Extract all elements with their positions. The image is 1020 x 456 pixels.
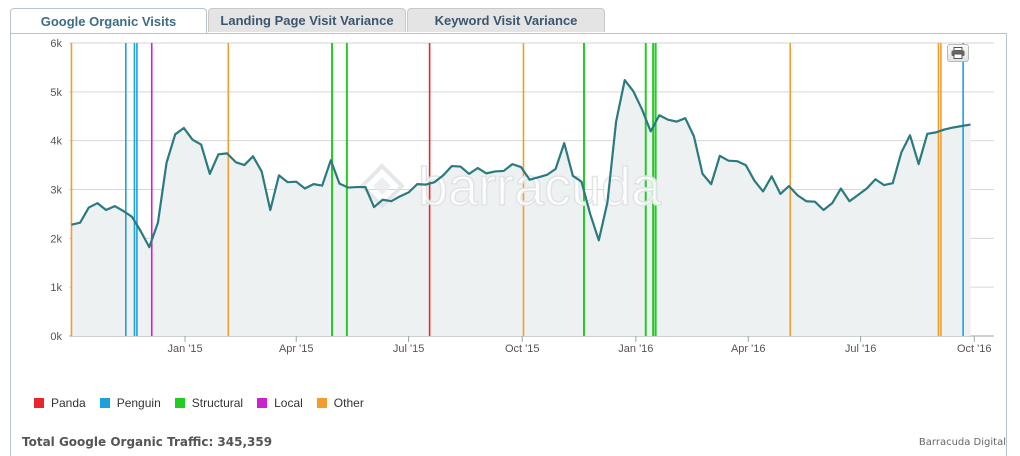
y-tick-label: 0k <box>50 331 62 343</box>
legend: Panda Penguin Structural Local Other <box>34 396 378 410</box>
legend-label: Panda <box>51 396 86 410</box>
total-traffic: Total Google Organic Traffic: 345,359 <box>22 435 273 449</box>
barracuda-logo <box>359 163 405 209</box>
tab-google-organic-visits[interactable]: Google Organic Visits <box>10 8 207 34</box>
legend-item-structural[interactable]: Structural <box>174 396 244 410</box>
legend-label: Other <box>333 396 364 410</box>
x-tick-label: Oct '15 <box>505 343 540 355</box>
line-layer <box>71 79 971 249</box>
tab-landing-page-visit-variance[interactable]: Landing Page Visit Variance <box>208 8 406 32</box>
x-tick-label: Apr '16 <box>731 343 766 355</box>
x-tick-label: Jan '15 <box>168 343 203 355</box>
credit: Barracuda Digital <box>918 437 1006 448</box>
legend-label: Local <box>274 396 303 410</box>
area-layer <box>71 80 971 336</box>
y-tick-label: 5k <box>50 87 62 99</box>
legend-item-other[interactable]: Other <box>316 396 364 410</box>
tab-keyword-visit-variance[interactable]: Keyword Visit Variance <box>407 8 605 32</box>
x-tick-label: Jul '16 <box>845 343 876 355</box>
x-tick-label: Jan '16 <box>618 343 653 355</box>
y-tick-label: 3k <box>50 185 62 197</box>
legend-item-local[interactable]: Local <box>257 396 303 410</box>
legend-item-penguin[interactable]: Penguin <box>99 396 161 410</box>
y-axis: 0k 1k 2k 3k 4k 5k 6k <box>50 38 62 343</box>
legend-swatch <box>316 398 327 408</box>
legend-swatch <box>99 398 110 408</box>
x-tick-label: Jul '15 <box>393 343 424 355</box>
legend-label: Penguin <box>116 396 161 410</box>
y-tick-label: 2k <box>50 233 62 245</box>
printer-icon <box>951 47 965 59</box>
y-tick-label: 4k <box>50 136 62 148</box>
watermark: barracuda <box>418 157 662 217</box>
x-tick-label: Oct '16 <box>957 343 992 355</box>
legend-swatch <box>34 398 44 408</box>
legend-swatch <box>257 398 268 408</box>
legend-swatch <box>174 398 185 408</box>
legend-label: Structural <box>191 396 244 410</box>
tab-bar: Google Organic Visits Landing Page Visit… <box>10 8 606 34</box>
series-area <box>71 80 971 336</box>
y-tick-label: 6k <box>50 38 62 50</box>
x-axis: Jan '15 Apr '15 Jul '15 Oct '15 Jan '16 Apr '… <box>168 336 992 355</box>
x-tick-label: Apr '15 <box>279 343 314 355</box>
event-markers <box>70 43 964 336</box>
legend-item-panda[interactable]: Panda <box>34 396 86 410</box>
print-button[interactable] <box>947 44 969 62</box>
y-tick-label: 1k <box>50 282 62 294</box>
